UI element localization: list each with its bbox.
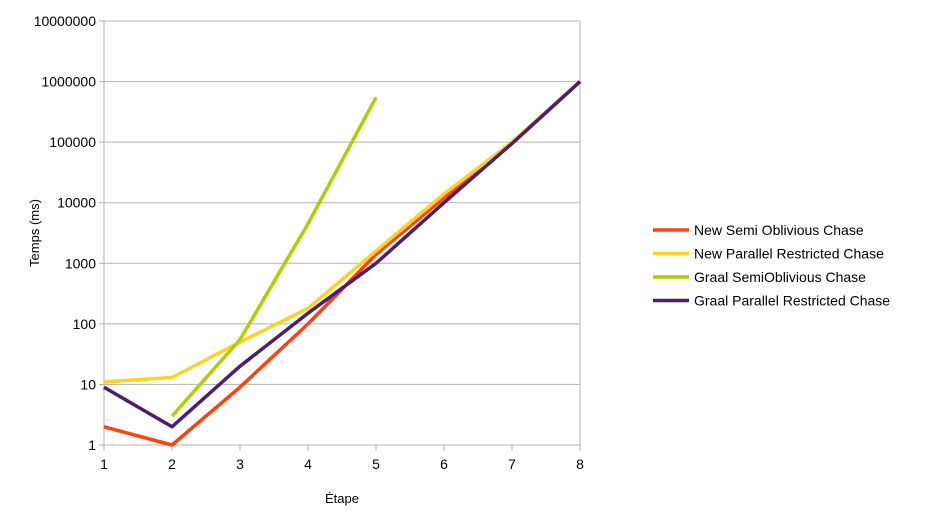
grid-lines	[104, 20, 580, 446]
x-tick-label: 8	[576, 456, 584, 472]
y-tick-label: 10	[80, 376, 96, 392]
legend-label: Graal Parallel Restricted Chase	[694, 293, 890, 309]
series-line-2	[103, 80, 582, 384]
x-tick-label: 3	[236, 456, 244, 472]
y-tick-label: 100000	[49, 134, 96, 150]
y-tick-label: 1000	[65, 255, 96, 271]
x-tick-labels: 1 2 3 4 5 6 7 8	[100, 456, 584, 472]
legend: New Semi Oblivious Chase New Parallel Res…	[653, 222, 890, 309]
y-tick-label: 10000	[57, 195, 96, 211]
x-tick-label: 7	[508, 456, 516, 472]
x-tick-label: 5	[372, 456, 380, 472]
y-tick-label: 100	[73, 316, 97, 332]
y-tick-label: 1	[88, 437, 96, 453]
y-tick-label: 10000000	[34, 13, 97, 29]
series-lines	[103, 80, 582, 447]
y-tick-label: 1000000	[41, 74, 96, 90]
legend-label: New Parallel Restricted Chase	[694, 246, 884, 262]
x-tick-label: 2	[168, 456, 176, 472]
axes	[99, 20, 581, 451]
x-tick-label: 4	[304, 456, 312, 472]
series-line-4	[103, 80, 582, 429]
x-axis-title: Étape	[325, 491, 359, 506]
legend-label: New Semi Oblivious Chase	[694, 222, 864, 238]
y-tick-labels: 1 10 100 1000 10000 100000 1000000 10000000	[34, 13, 97, 453]
legend-label: Graal SemiOblivious Chase	[694, 269, 866, 285]
x-tick-label: 6	[440, 456, 448, 472]
series-line-3	[170, 96, 378, 418]
x-tick-label: 1	[100, 456, 108, 472]
y-axis-title: Temps (ms)	[27, 199, 42, 267]
